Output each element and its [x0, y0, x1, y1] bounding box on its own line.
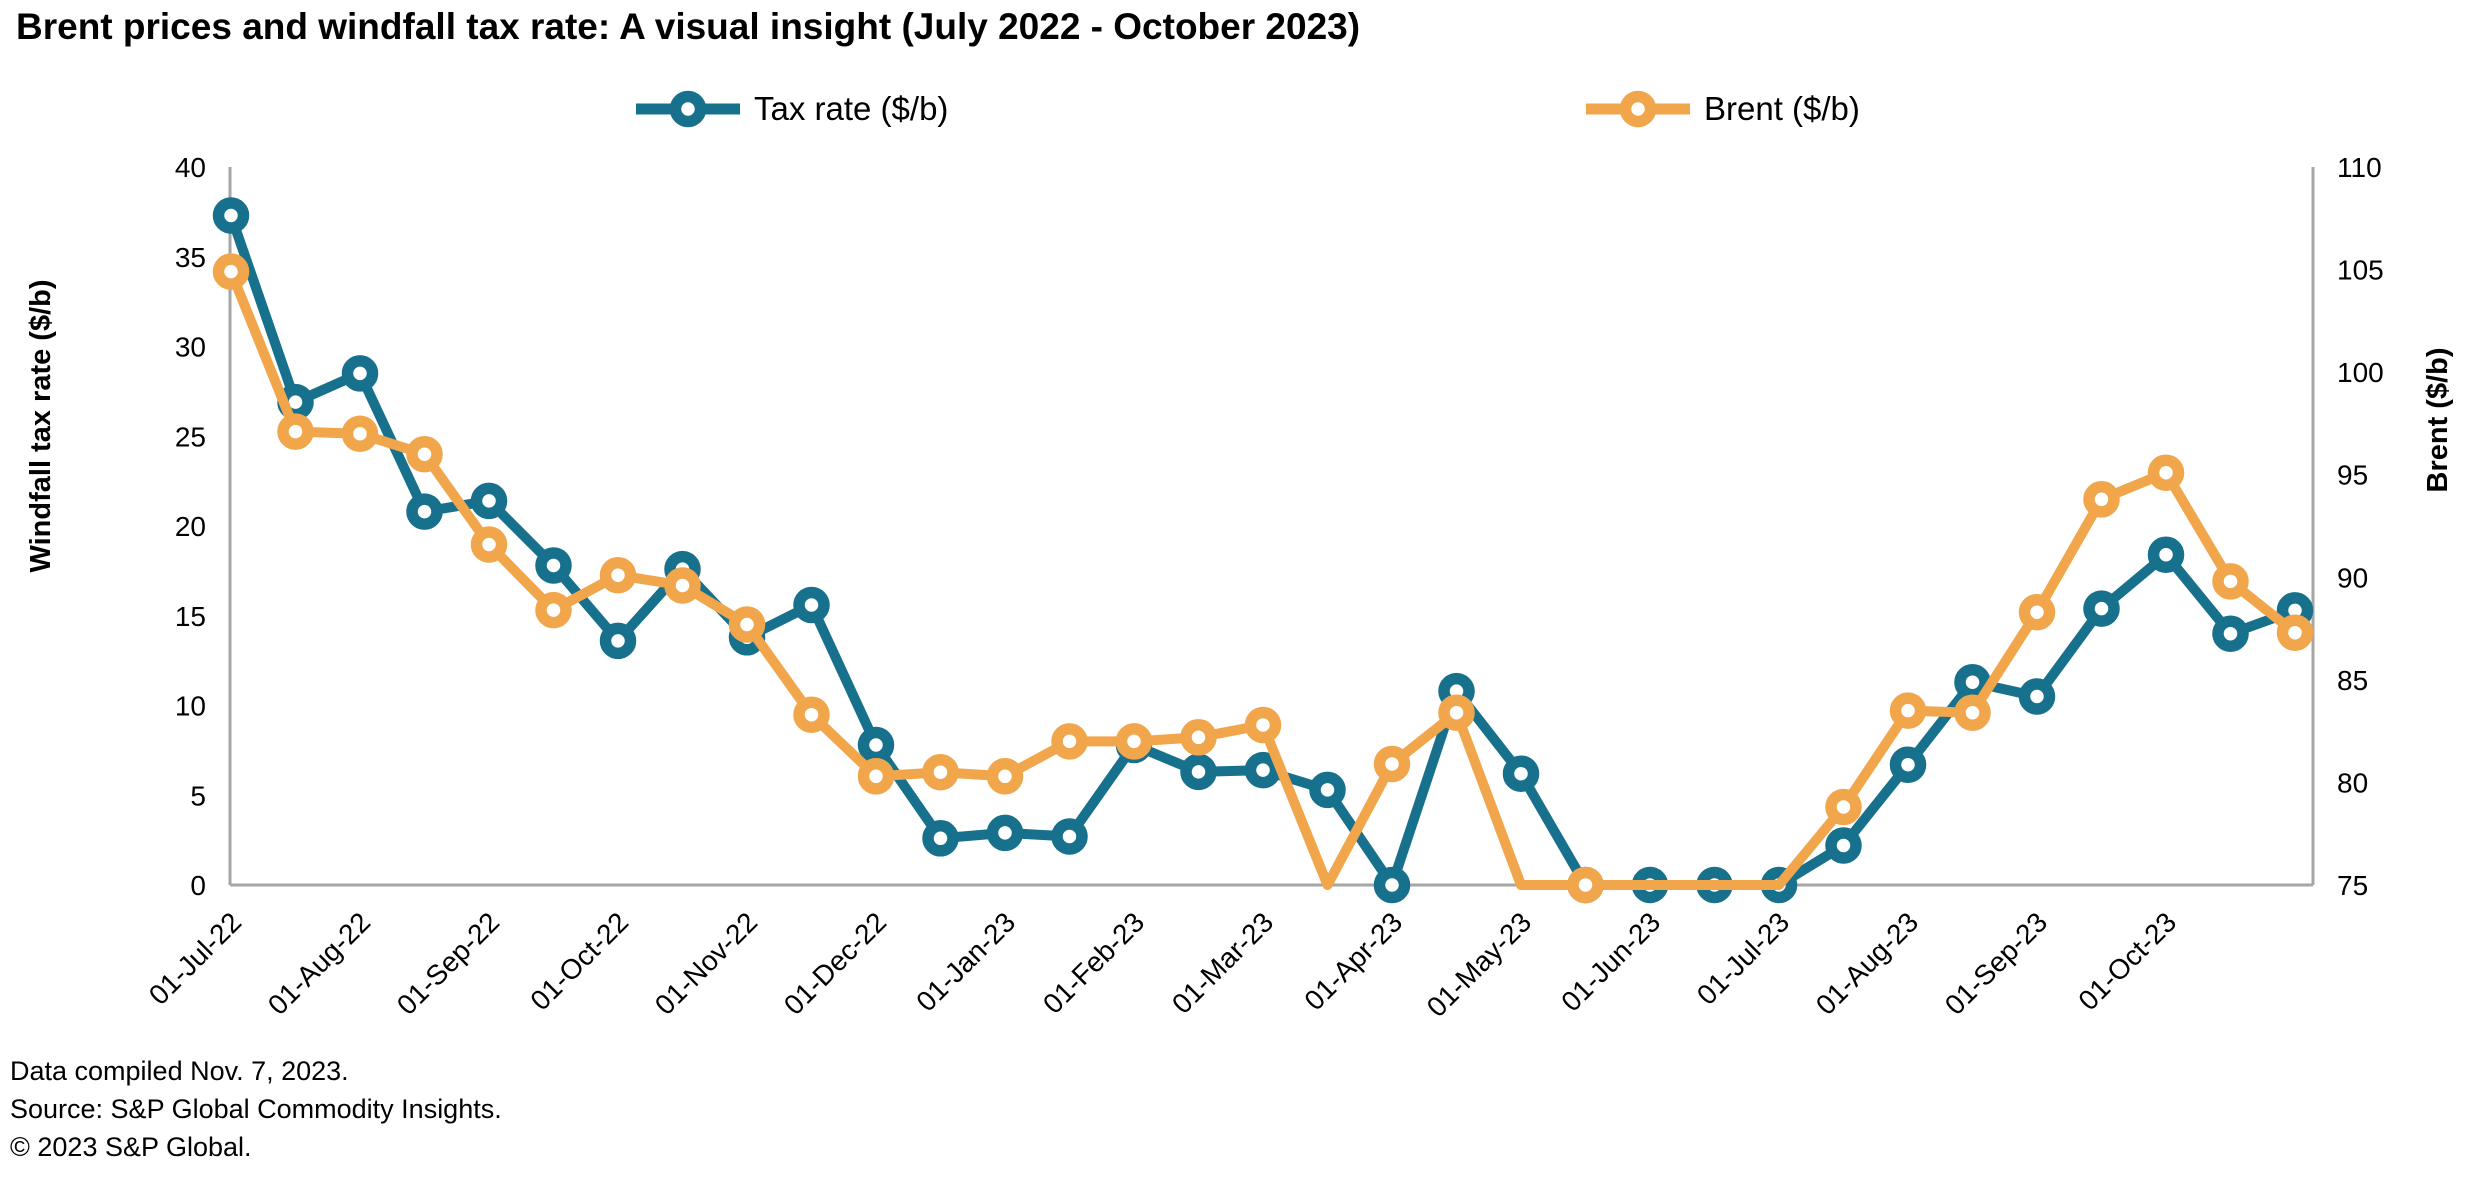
right-axis-tick-label: 105	[2337, 255, 2384, 286]
chart-legend: Tax rate ($/b) Brent ($/b)	[0, 86, 2475, 132]
left-axis-tick-label: 20	[175, 511, 206, 542]
legend-label-tax-rate: Tax rate ($/b)	[754, 90, 949, 127]
tax-rate-data-point	[341, 355, 379, 392]
tax-rate-data-point	[986, 814, 1024, 852]
x-axis-tick-label: 01-Oct-22	[524, 906, 634, 1016]
legend-item-tax-rate: Tax rate ($/b)	[632, 86, 948, 132]
tax-rate-data-point	[922, 820, 959, 857]
tax-rate-data-point	[470, 482, 508, 520]
left-axis-tick-label: 35	[175, 242, 206, 273]
brent-data-point	[1567, 866, 1604, 904]
tax-rate-data-point	[1825, 827, 1862, 864]
footer-compiled-date: Data compiled Nov. 7, 2023.	[10, 1056, 349, 1086]
x-axis-tick-label: 01-Apr-23	[1298, 906, 1408, 1016]
brent-data-point	[599, 556, 637, 594]
left-axis-tick-label: 0	[190, 870, 206, 901]
x-axis-tick-label: 01-Dec-22	[778, 906, 892, 1020]
footer-source: Source: S&P Global Commodity Insights.	[10, 1094, 502, 1124]
right-axis-tick-label: 75	[2337, 870, 2368, 901]
x-axis-tick-label: 01-Sep-23	[1939, 906, 2053, 1020]
x-axis-tick-label: 01-Oct-23	[2072, 906, 2182, 1016]
brent-data-point	[664, 567, 701, 604]
brent-data-point	[922, 753, 959, 791]
x-axis-tick-label: 01-Aug-23	[1810, 906, 1924, 1020]
x-axis-tick-label: 01-May-23	[1421, 906, 1538, 1023]
brent-data-point	[1954, 694, 1991, 731]
tax-rate-data-point	[1180, 753, 1217, 791]
x-axis-tick-label: 01-Jun-23	[1555, 906, 1666, 1017]
brent-legend-marker-icon	[1586, 90, 1690, 128]
tax-rate-data-point	[1309, 771, 1346, 809]
x-axis-tick-label: 01-Jul-22	[143, 906, 247, 1010]
brent-data-point	[1373, 745, 1411, 783]
tax-rate-legend-marker-icon	[636, 90, 740, 128]
tax-rate-data-point	[1502, 755, 1540, 792]
x-axis-tick-label: 01-Aug-22	[262, 906, 376, 1020]
tax-rate-data-point	[2018, 678, 2056, 715]
page-title: Brent prices and windfall tax rate: A vi…	[16, 6, 1361, 47]
brent-data-point	[341, 415, 379, 452]
x-axis-tick-label: 01-Nov-22	[649, 906, 763, 1020]
x-axis-tick-label: 01-Feb-23	[1037, 906, 1150, 1019]
left-axis-tick-label: 30	[175, 332, 206, 363]
tax-rate-data-point	[793, 586, 830, 624]
brent-data-point	[1051, 723, 1088, 760]
left-axis-title: Windfall tax rate ($/b)	[25, 279, 57, 572]
x-axis-tick-label: 01-Sep-22	[391, 906, 505, 1020]
brent-data-point	[212, 253, 250, 290]
left-axis-tick-label: 5	[190, 780, 206, 811]
x-axis-tick-label: 01-Mar-23	[1166, 906, 1279, 1019]
brent-data-point	[2147, 454, 2185, 491]
brent-data-point	[793, 696, 830, 733]
brent-data-point	[728, 606, 766, 643]
left-axis-tick-label: 40	[175, 152, 206, 183]
brent-data-point	[1889, 692, 1927, 729]
tax-rate-data-point	[857, 726, 895, 764]
tax-rate-data-point	[1373, 866, 1411, 904]
tax-rate-data-point	[2083, 590, 2120, 627]
x-axis-tick-label: 01-Jul-23	[1691, 906, 1795, 1010]
footer-copyright: © 2023 S&P Global.	[10, 1132, 252, 1162]
brent-data-point	[1438, 694, 1475, 731]
chart-footer: Data compiled Nov. 7, 2023. Source: S&P …	[10, 1052, 502, 1166]
right-axis-tick-label: 85	[2337, 665, 2368, 696]
legend-label-brent: Brent ($/b)	[1704, 90, 1860, 127]
left-axis-tick-label: 15	[175, 601, 206, 632]
right-axis-tick-label: 100	[2337, 357, 2384, 388]
tax-rate-data-point	[212, 197, 250, 234]
brent-data-point	[535, 591, 572, 629]
brent-data-point	[277, 413, 314, 450]
right-axis-tick-label: 110	[2337, 152, 2382, 183]
brent-data-point	[2083, 481, 2120, 518]
tax-rate-data-point	[1244, 751, 1282, 789]
legend-item-brent: Brent ($/b)	[1582, 86, 1860, 132]
brent-data-point	[986, 758, 1024, 795]
brent-data-point	[1825, 788, 1862, 826]
right-axis-title: Brent ($/b)	[2422, 348, 2454, 493]
tax-rate-data-point	[1889, 746, 1927, 783]
brent-data-point	[1180, 719, 1217, 756]
brent-data-point	[470, 526, 508, 563]
tax-rate-data-point	[599, 622, 637, 660]
tax-rate-data-point	[406, 493, 443, 530]
x-axis-tick-label: 01-Jan-23	[910, 906, 1021, 1017]
brent-data-point	[1244, 706, 1282, 744]
brent-data-point	[2276, 614, 2314, 651]
right-axis-tick-label: 80	[2337, 767, 2368, 798]
left-axis-tick-label: 10	[175, 691, 206, 722]
tax-rate-data-point	[1051, 818, 1088, 855]
right-axis-tick-label: 95	[2337, 460, 2368, 491]
right-axis-tick-label: 90	[2337, 562, 2368, 593]
tax-rate-data-point	[535, 547, 572, 584]
left-axis-tick-label: 25	[175, 421, 206, 452]
brent-data-point	[406, 435, 443, 473]
tax-rate-data-point	[2212, 615, 2249, 652]
brent-data-point	[857, 758, 895, 795]
brent-data-point	[1115, 723, 1153, 760]
tax-rate-data-point	[2147, 536, 2185, 573]
brent-data-point	[2212, 563, 2249, 600]
brent-data-point	[2018, 593, 2056, 631]
